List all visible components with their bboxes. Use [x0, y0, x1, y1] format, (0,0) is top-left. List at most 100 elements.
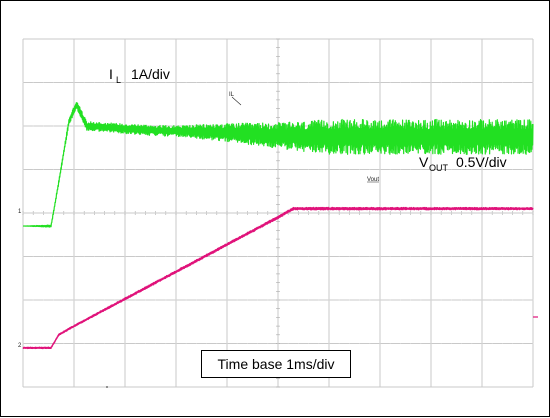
- grid-dot: [502, 82, 503, 83]
- grid-dot: [369, 343, 370, 344]
- grid-dot: [278, 343, 279, 344]
- grid-dot: [369, 213, 370, 214]
- grid-dot: [329, 343, 330, 344]
- grid-dot: [339, 343, 340, 344]
- grid-dot: [410, 343, 411, 344]
- grid-dot: [33, 343, 34, 344]
- grid-dot: [186, 82, 187, 83]
- grid-dot: [461, 82, 462, 83]
- scope-grid: [23, 39, 534, 387]
- grid-dot: [400, 82, 401, 83]
- ch2-ground-marker: 2: [18, 343, 22, 349]
- grid-dot: [492, 300, 493, 301]
- grid-dot: [247, 213, 248, 214]
- grid-dot: [257, 169, 258, 170]
- grid-dot: [441, 300, 442, 301]
- grid-dot: [43, 82, 44, 83]
- grid-dot: [533, 213, 534, 214]
- grid-dot: [94, 82, 95, 83]
- grid-dot: [247, 343, 248, 344]
- grid-dot: [43, 213, 44, 214]
- grid-dot: [390, 213, 391, 214]
- grid-dot: [380, 343, 381, 344]
- grid-dot: [502, 213, 503, 214]
- grid-dot: [216, 82, 217, 83]
- grid-dot: [53, 82, 54, 83]
- grid-dot: [349, 343, 350, 344]
- grid-dot: [237, 169, 238, 170]
- grid-dot: [359, 300, 360, 301]
- grid-dot: [308, 343, 309, 344]
- grid-dot: [216, 343, 217, 344]
- grid-dot: [390, 343, 391, 344]
- grid-dot: [104, 169, 105, 170]
- grid-dot: [502, 343, 503, 344]
- grid-dot: [420, 82, 421, 83]
- grid-dot: [288, 169, 289, 170]
- grid-dot: [451, 256, 452, 257]
- grid-dot: [329, 82, 330, 83]
- grid-dot: [410, 82, 411, 83]
- grid-dot: [74, 213, 75, 214]
- grid-dot: [23, 343, 24, 344]
- grid-dot: [359, 213, 360, 214]
- grid-dot: [349, 213, 350, 214]
- grid-dot: [288, 300, 289, 301]
- grid-dot: [43, 256, 44, 257]
- grid-dot: [176, 169, 177, 170]
- il-scale-label: 1A/div: [131, 66, 170, 82]
- grid-dot: [410, 300, 411, 301]
- grid-dot: [74, 169, 75, 170]
- grid-dot: [288, 256, 289, 257]
- grid-dot: [165, 343, 166, 344]
- grid-dot: [288, 343, 289, 344]
- grid-dot: [165, 82, 166, 83]
- grid-dot: [206, 82, 207, 83]
- grid-dot: [431, 256, 432, 257]
- grid-dot: [94, 213, 95, 214]
- grid-dot: [257, 300, 258, 301]
- grid-dot: [84, 213, 85, 214]
- grid-dot: [471, 256, 472, 257]
- il-label-main: I: [109, 66, 113, 82]
- grid-dot: [267, 300, 268, 301]
- grid-dot: [125, 169, 126, 170]
- grid-dot: [33, 300, 34, 301]
- grid-dot: [461, 256, 462, 257]
- grid-dot: [318, 256, 319, 257]
- grid-dot: [227, 82, 228, 83]
- grid-dot: [155, 256, 156, 257]
- grid-dot: [165, 169, 166, 170]
- grid-dot: [390, 300, 391, 301]
- grid-dot: [349, 256, 350, 257]
- grid-dot: [482, 213, 483, 214]
- grid-dot: [257, 82, 258, 83]
- grid-dot: [380, 82, 381, 83]
- grid-dot: [216, 256, 217, 257]
- grid-dot: [461, 300, 462, 301]
- grid-dot: [165, 213, 166, 214]
- timebase-annotation: Time base 1ms/div: [201, 350, 351, 378]
- grid-dot: [369, 82, 370, 83]
- grid-dot: [145, 256, 146, 257]
- grid-dot: [33, 82, 34, 83]
- grid-dot: [176, 213, 177, 214]
- grid-dot: [492, 213, 493, 214]
- grid-dot: [522, 343, 523, 344]
- grid-dot: [339, 300, 340, 301]
- grid-dot: [135, 343, 136, 344]
- grid-dot: [227, 256, 228, 257]
- grid-dot: [380, 213, 381, 214]
- grid-dot: [298, 82, 299, 83]
- grid-dot: [278, 213, 279, 214]
- grid-dot: [267, 343, 268, 344]
- grid-dot: [33, 169, 34, 170]
- grid-dot: [247, 256, 248, 257]
- grid-dot: [257, 343, 258, 344]
- grid-dot: [502, 300, 503, 301]
- grid-dot: [369, 169, 370, 170]
- grid-dot: [43, 343, 44, 344]
- grid-dot: [380, 300, 381, 301]
- grid-dot: [451, 82, 452, 83]
- grid-dot: [155, 169, 156, 170]
